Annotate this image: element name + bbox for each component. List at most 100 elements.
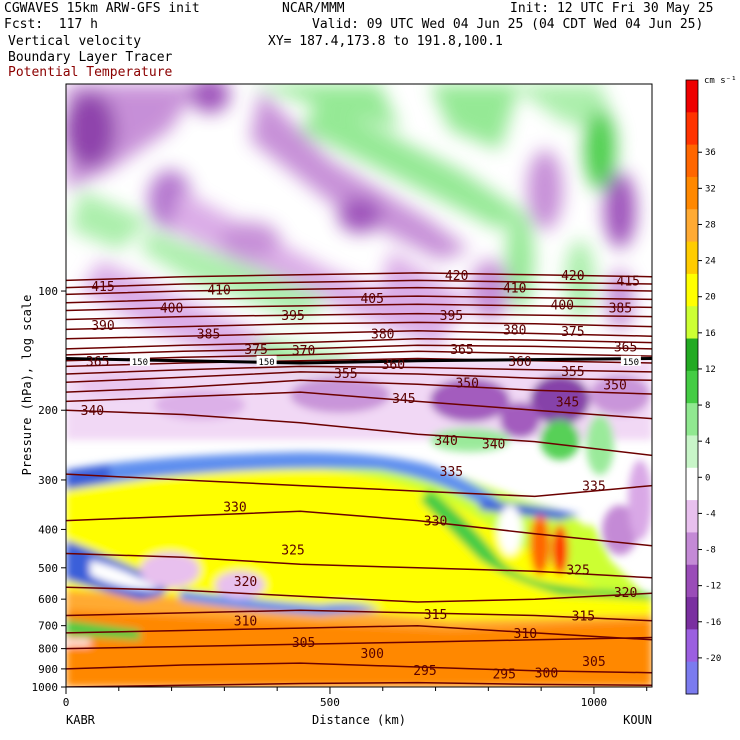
colorbar-label: 16 [705,329,716,339]
colorbar-swatch [686,176,698,210]
theta-contour-330 [66,510,652,547]
theta-label: 355 [334,367,357,382]
x-axis-right-label: KOUN [623,713,652,727]
colorbar-frame [685,79,699,695]
colorbar-swatch [686,209,698,243]
theta-label: 320 [234,575,257,590]
theta-label: 355 [561,365,584,380]
x-tick-label: 0 [63,696,70,709]
y-tick-label: 800 [38,643,58,656]
theta-contour-395 [66,312,652,321]
theta-label: 420 [561,269,584,284]
colorbar-swatch [686,306,698,340]
theta-label: 400 [160,301,183,316]
colorbar-swatch [686,80,698,113]
theta-contour-385 [66,330,652,340]
colorbar-label: 36 [705,148,716,158]
theta-label: 340 [434,434,457,449]
tracer-label: 150 [132,358,148,368]
theta-contour-360 [66,365,652,375]
colorbar-swatch [686,338,698,372]
colorbar-swatch [686,273,698,307]
colorbar-label: 8 [705,401,710,411]
header-fcst: Fcst: 117 h [4,17,98,32]
colorbar-label: -16 [705,618,721,628]
theta-label: 330 [223,500,246,515]
theta-contour-320 [66,586,652,603]
theta-label: 400 [551,298,574,313]
theta-contour-labels: 415 410 420 410 420 415 400 405 400 395 395 385 390 3… [81,269,640,683]
header-init: Init: 12 UTC Fri 30 May 25 [510,1,714,16]
theta-label: 315 [424,608,447,623]
colorbar-swatch [686,597,698,630]
theta-contour-325 [66,552,652,579]
theta-label: 360 [508,355,531,370]
colorbar-swatch [686,500,698,533]
colorbar: -20 -16 -12 -8 -4 0 4 8 12 16 20 24 28 32 36 [685,79,721,695]
theta-label: 325 [281,544,304,559]
colorbar-label: 24 [705,257,716,267]
tracer-label: 150 [623,358,639,368]
header-model: CGWAVES 15km ARW-GFS init [4,1,200,16]
y-tick-label: 900 [38,663,58,676]
colorbar-swatch [686,564,698,598]
theta-contour-410 [66,286,652,296]
colorbar-label: -8 [705,546,716,556]
theta-contour-335 [66,473,652,498]
colorbar-swatch [686,403,698,436]
theta-contour-350 [66,379,652,395]
theta-label: 305 [292,636,315,651]
theta-contour-375 [66,344,652,356]
theta-label: 365 [450,343,473,358]
theta-contour-310 [66,624,652,641]
y-tick-label: 600 [38,593,58,606]
y-tick-label: 100 [38,285,58,298]
colorbar-label: 20 [705,293,716,303]
theta-label: 295 [413,664,436,679]
theta-contour-370 [66,350,652,362]
x-axis-left-label: KABR [66,713,96,727]
theta-label: 380 [371,327,394,342]
theta-label: 375 [244,343,267,358]
theta-label: 350 [455,376,478,391]
theta-contour-365 [66,357,652,368]
header-field1: Vertical velocity [8,34,142,49]
theta-label: 295 [492,668,515,683]
boundary-layer-tracer: 150 150 150 [66,355,652,368]
x-axis: 0 500 1000 [63,687,648,709]
colorbar-label: 0 [705,473,710,483]
theta-label: 330 [424,515,447,530]
theta-label: 340 [81,404,104,419]
colorbar-label: 4 [705,437,710,447]
theta-label: 305 [582,655,605,670]
tracer-line-150 [66,357,652,365]
theta-label: 395 [281,309,304,324]
theta-label: 405 [360,292,383,307]
theta-label: 335 [582,480,605,495]
colorbar-swatch [686,370,698,404]
theta-label: 365 [86,355,109,370]
theta-label: 345 [392,392,415,407]
colorbar-label: -4 [705,509,716,519]
colorbar-swatch [686,629,698,663]
colorbar-swatch [686,435,698,469]
theta-label: 415 [91,280,114,295]
tracer-label-bg [129,355,150,366]
tracer-label-bg [256,355,277,366]
y-tick-label: 300 [38,474,58,487]
y-tick-label: 700 [38,620,58,633]
theta-label: 310 [234,615,257,630]
y-axis: 100 200 300 400 500 600 700 800 900 1000 [32,285,66,694]
theta-label: 420 [445,269,468,284]
plot-frame [65,83,653,688]
x-tick-label: 500 [320,696,340,709]
theta-contour-405 [66,295,652,304]
colorbar-label: -20 [705,654,721,664]
colorbar-swatch [686,144,698,178]
theta-label: 360 [382,358,405,373]
theta-contours [66,272,652,687]
colorbar-swatch [686,467,698,501]
colorbar-label: -12 [705,582,721,592]
theta-label: 370 [292,344,315,359]
